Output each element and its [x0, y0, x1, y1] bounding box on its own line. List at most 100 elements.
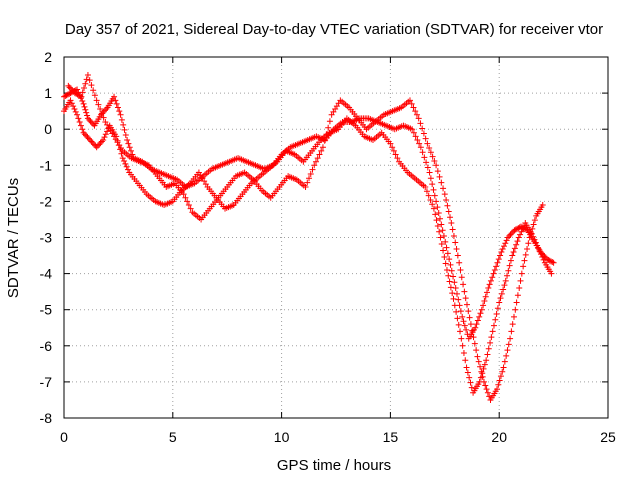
data-point — [434, 222, 441, 229]
data-point — [529, 225, 536, 232]
data-point — [462, 357, 469, 364]
data-point — [526, 234, 533, 241]
data-point — [90, 87, 97, 94]
data-point — [63, 92, 70, 99]
data-point — [70, 103, 77, 110]
data-point — [445, 208, 452, 215]
data-point — [318, 147, 325, 154]
data-point — [489, 274, 496, 281]
data-point — [72, 108, 79, 115]
data-point — [433, 198, 440, 205]
data-point — [493, 311, 500, 318]
data-point — [528, 230, 535, 237]
data-point — [91, 141, 98, 148]
data-point — [464, 369, 471, 376]
data-point — [463, 364, 470, 371]
data-point — [390, 147, 397, 154]
data-point — [457, 266, 464, 273]
data-point — [113, 100, 120, 107]
data-point — [97, 139, 104, 146]
data-point — [481, 298, 488, 305]
data-point — [473, 321, 480, 328]
data-point — [182, 194, 189, 201]
x-axis-title: GPS time / hours — [277, 457, 391, 474]
data-point — [429, 153, 436, 160]
data-point — [100, 114, 107, 121]
data-point — [94, 142, 101, 149]
data-point — [437, 215, 444, 222]
data-point — [62, 92, 69, 99]
data-point — [417, 120, 424, 127]
data-point — [460, 281, 467, 288]
data-point — [518, 228, 525, 235]
data-point — [550, 259, 557, 266]
data-point — [321, 137, 328, 144]
data-point — [486, 393, 493, 400]
data-point — [439, 227, 446, 234]
data-point — [104, 128, 111, 135]
data-point — [469, 327, 476, 334]
data-point — [87, 137, 94, 144]
data-point — [521, 222, 528, 229]
data-point — [509, 321, 516, 328]
data-point — [121, 157, 128, 164]
data-point — [471, 340, 478, 347]
data-point — [126, 144, 133, 151]
data-point — [76, 118, 83, 125]
data-point — [507, 257, 514, 264]
y-tick-label: -1 — [40, 157, 53, 173]
data-point — [83, 109, 90, 116]
data-point — [446, 256, 453, 263]
series-track-b — [61, 97, 555, 396]
data-point — [497, 373, 504, 380]
data-point — [412, 108, 419, 115]
data-point — [187, 205, 194, 212]
data-point — [531, 217, 538, 224]
data-point — [519, 225, 526, 232]
data-point — [498, 290, 505, 297]
data-point — [429, 201, 436, 208]
data-point — [461, 322, 468, 329]
data-point — [430, 205, 437, 212]
data-point — [456, 259, 463, 266]
data-point — [476, 313, 483, 320]
data-point — [306, 175, 313, 182]
data-point — [433, 162, 440, 169]
data-point — [422, 183, 429, 190]
data-point — [484, 389, 491, 396]
data-point — [495, 256, 502, 263]
x-tick-label: 0 — [60, 429, 68, 445]
data-point — [454, 315, 461, 322]
data-point — [84, 112, 91, 119]
data-point — [66, 90, 73, 97]
data-point — [522, 251, 529, 258]
data-point — [124, 166, 131, 173]
data-point — [423, 159, 430, 166]
data-point — [409, 126, 416, 133]
data-point — [501, 358, 508, 365]
data-point — [525, 240, 532, 247]
data-point — [112, 97, 119, 104]
data-point — [494, 386, 501, 393]
data-point — [319, 144, 326, 151]
x-tick-label: 15 — [383, 429, 399, 445]
data-point — [530, 233, 537, 240]
data-point — [448, 267, 455, 274]
data-point — [450, 273, 457, 280]
data-point — [302, 183, 309, 190]
data-point — [81, 131, 88, 138]
data-point — [531, 236, 538, 243]
data-point — [503, 352, 510, 359]
data-point — [496, 299, 503, 306]
data-point — [512, 226, 519, 233]
data-point — [460, 318, 467, 325]
data-point — [81, 103, 88, 110]
data-point — [441, 253, 448, 260]
data-point — [513, 299, 520, 306]
y-tick-label: -8 — [40, 410, 53, 426]
data-point — [412, 133, 419, 140]
data-point — [389, 144, 396, 151]
data-point — [514, 225, 521, 232]
data-point — [451, 302, 458, 309]
